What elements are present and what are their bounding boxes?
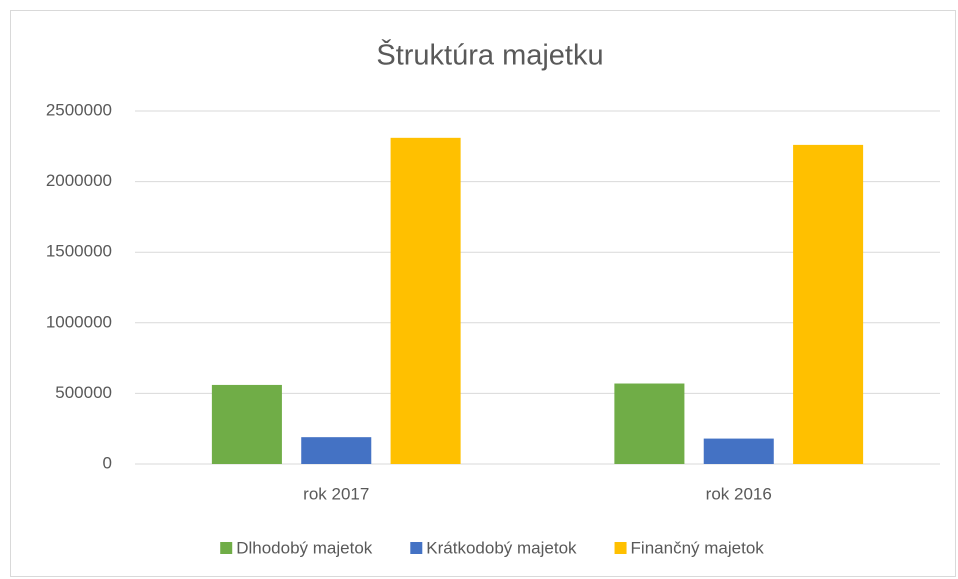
legend-swatch (410, 542, 423, 554)
legend-label: Dlhodobý majetok (236, 538, 373, 557)
bar (301, 437, 372, 464)
chart-title: Štruktúra majetku (376, 38, 603, 72)
legend-label: Krátkodobý majetok (426, 538, 577, 557)
y-tick-label: 1000000 (46, 312, 112, 331)
bar (390, 137, 461, 464)
y-tick-label: 1500000 (46, 242, 112, 261)
bar (614, 383, 685, 464)
legend-label: Finančný majetok (631, 538, 765, 557)
legend-swatch (220, 542, 233, 554)
y-tick-label: 2000000 (46, 171, 112, 190)
y-tick-label: 2500000 (46, 100, 112, 119)
bar (793, 144, 864, 464)
x-tick-label: rok 2017 (303, 484, 369, 503)
x-tick-label: rok 2016 (706, 484, 772, 503)
legend-swatch (614, 542, 627, 554)
bar (211, 384, 282, 464)
y-tick-label: 500000 (55, 383, 112, 402)
bar (703, 438, 774, 464)
y-tick-label: 0 (103, 453, 112, 472)
